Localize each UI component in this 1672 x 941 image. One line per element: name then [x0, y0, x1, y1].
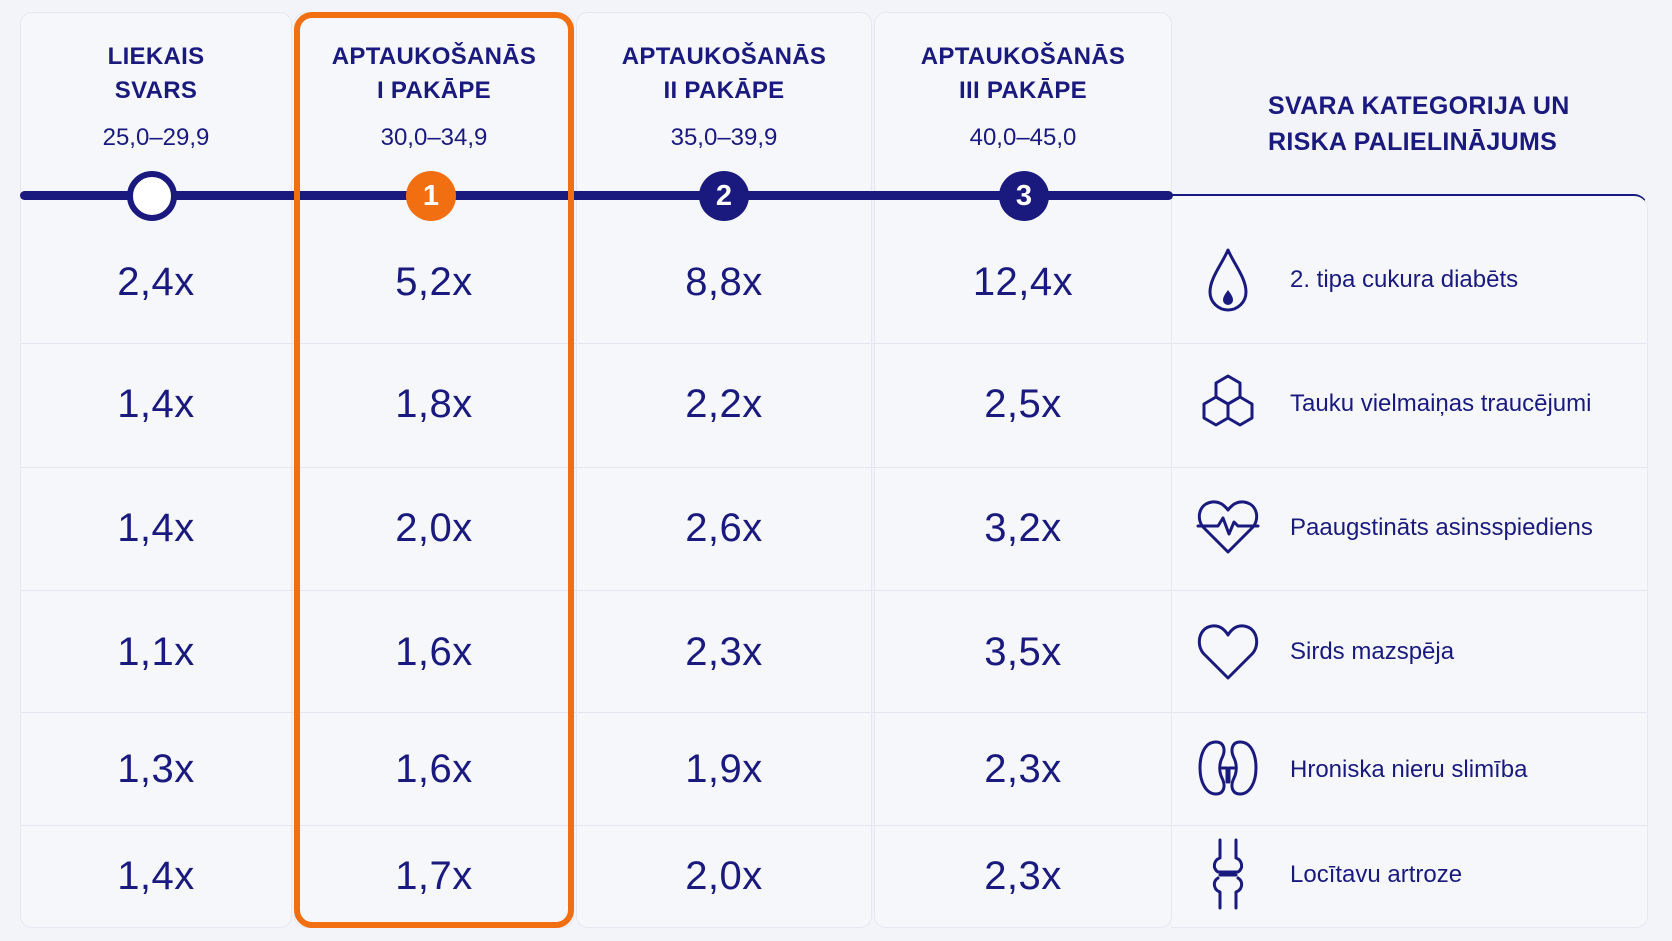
row-divider — [20, 467, 1647, 468]
risk-panel-title-line: RISKA PALIELINĀJUMS — [1268, 128, 1558, 156]
column-card-overweight — [20, 12, 292, 928]
category-title-line: APTAUKOŠANĀS — [331, 43, 537, 70]
category-title-line: LIEKAIS — [107, 43, 205, 70]
risk-value: 1,6x — [395, 747, 473, 791]
bmi-range: 30,0–34,9 — [380, 124, 488, 151]
risk-value: 1,9x — [685, 747, 763, 791]
kidneys-icon — [1196, 732, 1260, 804]
risk-value: 1,4x — [117, 382, 195, 426]
category-title-line: APTAUKOŠANĀS — [920, 43, 1126, 70]
category-title-obesity-3: APTAUKOŠANĀS III PAKĀPE — [874, 40, 1172, 108]
highlighted-category-frame — [294, 12, 574, 928]
risk-value: 8,8x — [685, 260, 763, 304]
risk-value: 2,6x — [685, 506, 763, 550]
condition-label: Locītavu artroze — [1290, 861, 1463, 888]
category-title-line: II PAKĀPE — [663, 77, 785, 104]
risk-panel-title-line: SVARA KATEGORIJA UN — [1268, 92, 1570, 120]
risk-value: 1,3x — [117, 747, 195, 791]
category-title-overweight: LIEKAIS SVARS — [20, 40, 292, 108]
category-title-line: I PAKĀPE — [377, 77, 491, 104]
condition-label: Paaugstināts asinsspiediens — [1290, 514, 1593, 541]
row-divider — [20, 712, 1647, 713]
row-divider — [20, 343, 1647, 344]
risk-value: 1,4x — [117, 854, 195, 898]
knee-joint-icon — [1196, 838, 1260, 910]
hexagon-molecule-icon — [1196, 368, 1260, 440]
category-title-line: SVARS — [114, 77, 198, 104]
risk-value: 2,5x — [984, 382, 1062, 426]
risk-value: 2,2x — [685, 382, 763, 426]
column-card-obesity-3 — [874, 12, 1172, 928]
condition-label: Sirds mazspēja — [1290, 638, 1455, 665]
risk-value: 2,3x — [984, 854, 1062, 898]
row-divider — [20, 590, 1647, 591]
marker-obesity-3: 3 — [999, 171, 1049, 221]
row-divider — [20, 825, 1647, 826]
condition-label: 2. tipa cukura diabēts — [1290, 266, 1519, 293]
heart-icon — [1196, 614, 1260, 686]
risk-panel-title: SVARA KATEGORIJA UN RISKA PALIELINĀJUMS — [1268, 88, 1570, 160]
column-card-obesity-1 — [294, 12, 574, 928]
risk-value: 2,4x — [117, 260, 195, 304]
risk-value: 1,7x — [395, 854, 473, 898]
category-title-obesity-2: APTAUKOŠANĀS II PAKĀPE — [576, 40, 872, 108]
bmi-timeline — [20, 191, 1173, 200]
risk-value: 3,2x — [984, 506, 1062, 550]
risk-value: 1,6x — [395, 630, 473, 674]
risk-value: 12,4x — [972, 260, 1074, 304]
category-title-line: APTAUKOŠANĀS — [621, 43, 827, 70]
risk-value: 1,4x — [117, 506, 195, 550]
marker-overweight — [127, 171, 177, 221]
risk-value: 2,0x — [685, 854, 763, 898]
heart-pulse-icon — [1196, 490, 1260, 562]
blood-drop-icon — [1196, 244, 1260, 316]
category-title-obesity-1: APTAUKOŠANĀS I PAKĀPE — [294, 40, 574, 108]
risk-value: 2,3x — [685, 630, 763, 674]
risk-value: 3,5x — [984, 630, 1062, 674]
condition-label: Hroniska nieru slimība — [1290, 756, 1528, 783]
column-card-obesity-2 — [576, 12, 872, 928]
risk-value: 2,0x — [395, 506, 473, 550]
condition-label: Tauku vielmaiņas traucējumi — [1290, 390, 1592, 417]
bmi-range: 35,0–39,9 — [670, 124, 778, 151]
marker-obesity-2: 2 — [699, 171, 749, 221]
risk-value: 1,1x — [117, 630, 195, 674]
marker-obesity-1: 1 — [406, 171, 456, 221]
category-title-line: III PAKĀPE — [959, 77, 1087, 104]
risk-value: 1,8x — [395, 382, 473, 426]
risk-panel — [1172, 194, 1648, 928]
bmi-range: 40,0–45,0 — [969, 124, 1077, 151]
risk-value: 5,2x — [395, 260, 473, 304]
risk-value: 2,3x — [984, 747, 1062, 791]
bmi-range: 25,0–29,9 — [102, 124, 210, 151]
